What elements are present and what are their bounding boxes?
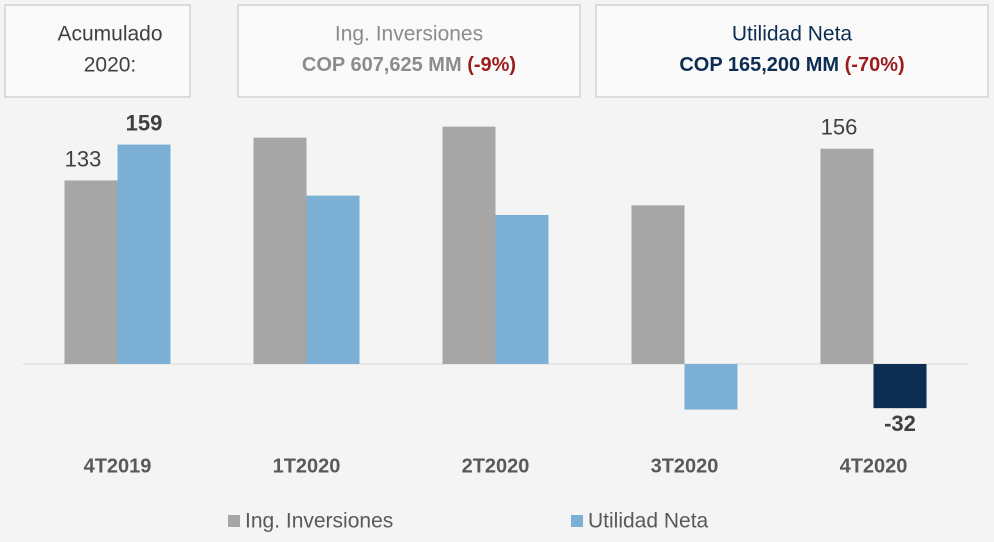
summary-amount: COP 165,200 MM (-70%): [679, 54, 904, 76]
legend-swatch: [228, 515, 240, 527]
summary-text: 2020:: [84, 54, 137, 77]
bar: [117, 144, 171, 364]
x-tick-label: 4T2020: [840, 455, 908, 477]
data-label: -32: [884, 411, 916, 436]
x-tick-label: 1T2020: [273, 455, 341, 477]
bar: [64, 180, 118, 364]
legend-label: Utilidad Neta: [588, 510, 709, 533]
amount: COP 607,625 MM: [302, 54, 462, 76]
data-label: 159: [126, 110, 163, 135]
bar: [873, 364, 927, 409]
bar: [306, 195, 360, 364]
x-tick-label: 3T2020: [651, 455, 719, 477]
bar: [442, 126, 496, 364]
bar: [495, 214, 549, 364]
x-tick-label: 4T2019: [84, 455, 152, 477]
data-label: 156: [821, 115, 858, 140]
amount: COP 165,200 MM: [679, 54, 839, 76]
summary-title: Utilidad Neta: [732, 23, 853, 46]
change: (-9%): [467, 54, 516, 76]
summary-title: Ing. Inversiones: [335, 23, 483, 46]
summary-box: [4, 4, 191, 98]
legend-swatch: [571, 515, 583, 527]
x-tick-label: 2T2020: [462, 455, 530, 477]
legend-label: Ing. Inversiones: [245, 510, 393, 533]
summary-box: [595, 4, 989, 98]
bar: [253, 137, 307, 364]
bar: [631, 205, 685, 364]
bar: [684, 364, 738, 410]
bar: [820, 148, 874, 364]
change: (-70%): [845, 54, 905, 76]
summary-box: [237, 4, 581, 98]
summary-amount: COP 607,625 MM (-9%): [302, 54, 516, 76]
data-label: 133: [65, 146, 102, 171]
summary-text: Acumulado: [57, 23, 162, 46]
